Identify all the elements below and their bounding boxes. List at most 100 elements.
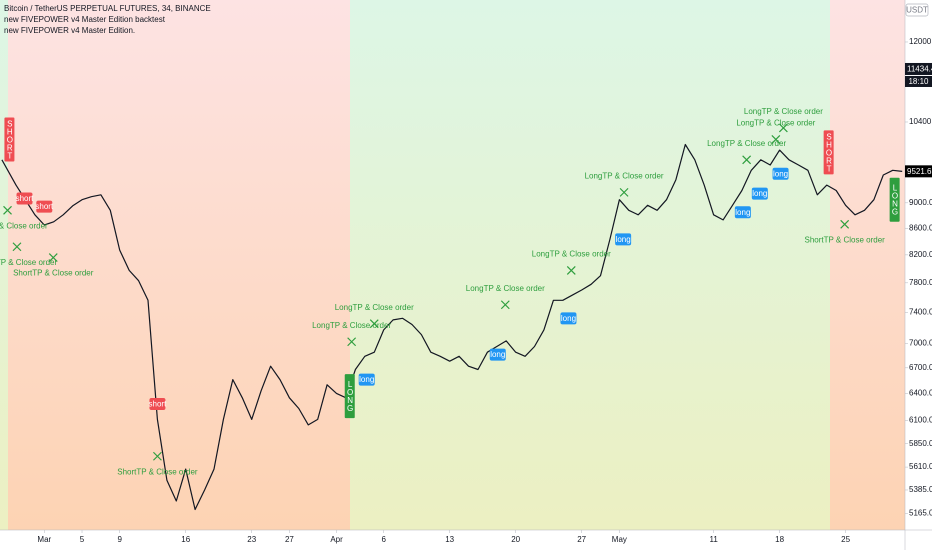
price-tag bbox=[905, 62, 932, 75]
y-tick-label: 8600.00 bbox=[909, 223, 932, 232]
currency-box[interactable] bbox=[905, 3, 929, 17]
y-tick-label: 6100.00 bbox=[909, 415, 932, 424]
tp-label: LongTP & Close order bbox=[532, 250, 611, 259]
price-tag bbox=[905, 165, 932, 178]
tp-marker bbox=[369, 319, 379, 329]
tp-marker bbox=[12, 242, 22, 252]
long-label: long bbox=[735, 208, 750, 217]
long-marker bbox=[615, 233, 632, 246]
tp-label: LongTP & Close order bbox=[312, 321, 391, 330]
tp-marker bbox=[347, 337, 357, 347]
y-tick-label: 5850.00 bbox=[909, 439, 932, 448]
long-marker bbox=[734, 206, 751, 219]
y-tick-label: 6400.00 bbox=[909, 389, 932, 398]
x-tick-label: 13 bbox=[445, 535, 454, 544]
tp-label: ShortTP & Close order bbox=[13, 269, 94, 278]
countdown: 18:10 bbox=[908, 77, 929, 86]
signal-marker bbox=[4, 117, 15, 162]
short-marker bbox=[36, 200, 53, 213]
price-axis bbox=[905, 0, 932, 550]
short-label: short bbox=[35, 202, 54, 211]
short-marker bbox=[16, 192, 33, 205]
y-tick-label: 9000.00 bbox=[909, 198, 932, 207]
y-tick-label: 8200.00 bbox=[909, 250, 932, 259]
x-tick-label: 27 bbox=[577, 535, 586, 544]
tp-marker bbox=[566, 266, 576, 275]
short-label: short bbox=[16, 194, 35, 203]
tp-marker bbox=[619, 187, 629, 197]
tp-marker bbox=[48, 253, 58, 263]
long-zone bbox=[350, 0, 830, 530]
tp-marker bbox=[742, 155, 752, 165]
long-label: long bbox=[490, 350, 505, 359]
plot: LongTP & Close order LongTP & Close order… bbox=[0, 107, 903, 511]
tp-marker bbox=[771, 135, 781, 144]
tp-label: LongTP & Close order bbox=[744, 107, 823, 116]
long-marker bbox=[560, 312, 577, 325]
tp-label: LongTP & Close order bbox=[585, 171, 664, 180]
short-label: short bbox=[149, 400, 168, 409]
x-tick-label: 27 bbox=[285, 535, 294, 544]
tp-marker bbox=[153, 451, 162, 461]
tp-label: ShortTP & Close order bbox=[117, 467, 198, 476]
time-axis bbox=[0, 530, 905, 550]
price-tag-label: 9521.65 bbox=[907, 167, 932, 176]
price-tag-label: 11434.43 bbox=[907, 65, 932, 74]
y-tick-label: 10400.00 bbox=[909, 117, 932, 126]
tp-marker bbox=[778, 123, 788, 133]
signal-label: SHORT bbox=[825, 132, 834, 172]
long-marker bbox=[358, 373, 375, 386]
y-tick-label: 5385.00 bbox=[909, 485, 932, 494]
tp-label: LongTP & Close order bbox=[466, 284, 545, 293]
long-marker bbox=[772, 167, 789, 180]
x-tick-label: 25 bbox=[841, 535, 850, 544]
tp-label: LongTP & Close order bbox=[707, 139, 786, 148]
signal-marker bbox=[889, 177, 900, 222]
y-tick-label: 7400.00 bbox=[909, 307, 932, 316]
x-tick-label: 16 bbox=[181, 535, 190, 544]
long-label: long bbox=[773, 169, 788, 178]
currency[interactable]: USDT bbox=[906, 6, 928, 15]
y-tick-label: 6700.00 bbox=[909, 363, 932, 372]
long-marker bbox=[751, 187, 768, 200]
zones bbox=[0, 0, 905, 530]
signal-marker bbox=[344, 374, 355, 419]
long-label: long bbox=[359, 375, 374, 384]
tp-marker bbox=[500, 300, 510, 310]
y-tick-label: 5165.00 bbox=[909, 508, 932, 517]
tp-label: LongTP & Close order bbox=[736, 119, 815, 128]
long-label: long bbox=[616, 235, 631, 244]
x-tick-label: 23 bbox=[247, 535, 256, 544]
x-tick-label: May bbox=[612, 535, 627, 544]
x-tick-label: 9 bbox=[117, 535, 122, 544]
short-zone bbox=[830, 0, 905, 530]
signal-label: LONG bbox=[891, 184, 900, 216]
signal-label: LONG bbox=[346, 380, 355, 412]
countdown-box bbox=[905, 75, 932, 87]
short-zone bbox=[0, 0, 350, 530]
tp-label: ShortTP & Close order bbox=[0, 221, 48, 230]
tp-marker bbox=[3, 205, 12, 215]
x-tick-label: Mar bbox=[37, 535, 51, 544]
tp-marker bbox=[840, 219, 850, 229]
tp-label: LongTP & Close order bbox=[335, 303, 414, 312]
short-marker bbox=[149, 398, 166, 411]
x-tick-label: 20 bbox=[511, 535, 520, 544]
x-tick-label: 5 bbox=[80, 535, 85, 544]
x-tick-label: 6 bbox=[381, 535, 386, 544]
y-tick-label: 7000.00 bbox=[909, 338, 932, 347]
long-label: long bbox=[752, 189, 767, 198]
price-line bbox=[1, 143, 903, 511]
tp-label: ShortTP & Close order bbox=[804, 235, 885, 244]
long-label: long bbox=[561, 314, 576, 323]
x-tick-label: Apr bbox=[330, 535, 343, 544]
long-marker bbox=[489, 348, 506, 361]
signal-marker bbox=[823, 130, 834, 175]
chart-title: Bitcoin / TetherUS PERPETUAL FUTURES, 34… bbox=[4, 4, 211, 13]
x-tick-label: 18 bbox=[775, 535, 784, 544]
indicator-name: new FIVEPOWER v4 Master Edition backtest bbox=[4, 15, 166, 24]
y-tick-label: 7800.00 bbox=[909, 278, 932, 287]
indicator-name: new FIVEPOWER v4 Master Edition. bbox=[4, 26, 135, 35]
x-tick-label: 11 bbox=[709, 535, 718, 544]
